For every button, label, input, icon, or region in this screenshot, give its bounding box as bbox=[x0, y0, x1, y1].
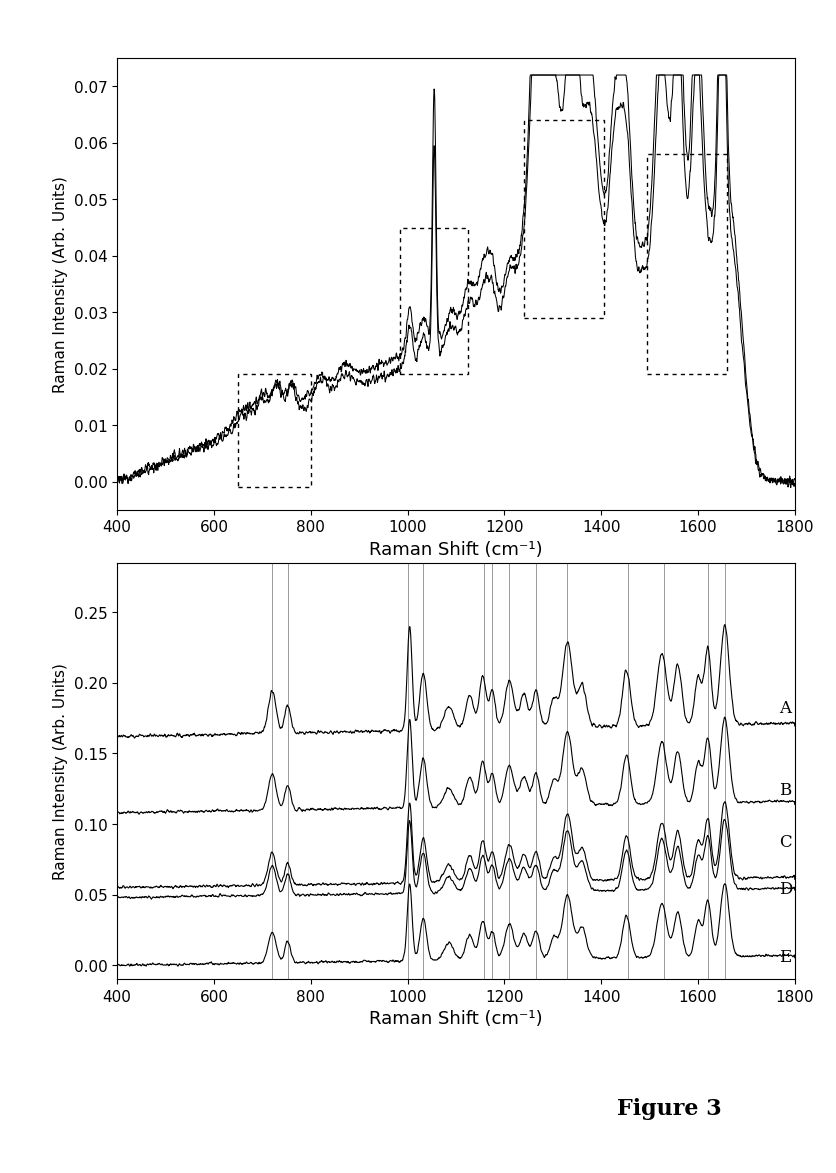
Bar bbox=[238, 375, 310, 488]
Bar bbox=[523, 121, 603, 318]
X-axis label: Raman Shift (cm⁻¹): Raman Shift (cm⁻¹) bbox=[369, 541, 543, 558]
Bar bbox=[400, 228, 467, 375]
Text: E: E bbox=[778, 949, 791, 965]
Text: C: C bbox=[778, 834, 792, 852]
Text: Figure 3: Figure 3 bbox=[616, 1098, 721, 1119]
Bar bbox=[647, 155, 726, 375]
Y-axis label: Raman Intensity (Arb. Units): Raman Intensity (Arb. Units) bbox=[53, 176, 68, 393]
Y-axis label: Raman Intensity (Arb. Units): Raman Intensity (Arb. Units) bbox=[53, 663, 68, 880]
X-axis label: Raman Shift (cm⁻¹): Raman Shift (cm⁻¹) bbox=[369, 1010, 543, 1028]
Text: B: B bbox=[778, 782, 791, 799]
Text: D: D bbox=[778, 881, 792, 897]
Text: A: A bbox=[778, 700, 791, 717]
